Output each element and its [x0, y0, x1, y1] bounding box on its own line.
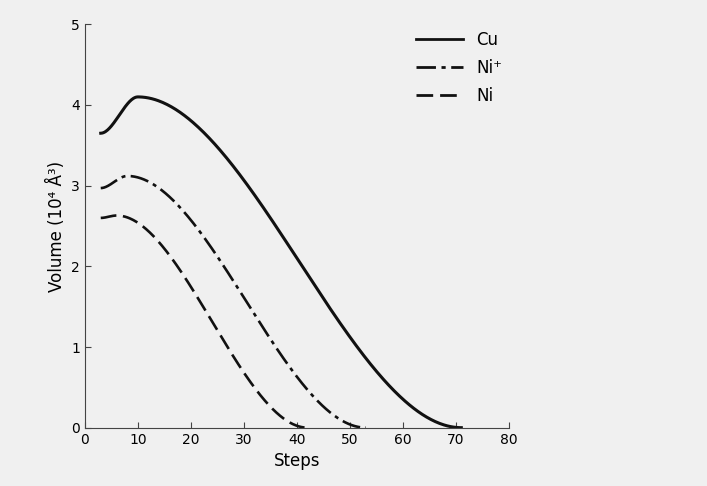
Ni⁺ [96, 185, 105, 191]
Ni [208, 318, 216, 324]
Ni [303, 425, 312, 431]
Ni⁺ [123, 173, 132, 179]
X-axis label: Steps: Steps [274, 452, 320, 470]
Ni⁺ [118, 174, 127, 180]
Ni [112, 212, 121, 218]
Ni⁺ [284, 362, 292, 367]
Line: Ni: Ni [101, 215, 308, 428]
Cu [351, 342, 360, 347]
Ni [96, 215, 105, 221]
Ni [267, 404, 275, 410]
Ni⁺ [277, 352, 286, 358]
Cu [127, 97, 135, 103]
Cu [96, 130, 105, 136]
Ni⁺ [242, 298, 250, 304]
Line: Ni⁺: Ni⁺ [101, 176, 366, 428]
Ni [110, 213, 118, 219]
Ni⁺ [361, 425, 370, 431]
Ni [260, 397, 269, 403]
Ni⁺ [315, 400, 324, 406]
Legend: Cu, Ni⁺, Ni: Cu, Ni⁺, Ni [410, 24, 509, 112]
Cu [342, 330, 351, 335]
Cu [457, 425, 465, 431]
Y-axis label: Volume (10⁴ Å³): Volume (10⁴ Å³) [47, 160, 66, 292]
Cu [295, 259, 303, 264]
Ni [241, 371, 250, 377]
Cu [383, 381, 392, 387]
Cu [134, 94, 142, 100]
Line: Cu: Cu [101, 97, 461, 428]
Ni [235, 364, 244, 369]
Ni⁺ [308, 392, 316, 398]
Cu [395, 392, 403, 398]
